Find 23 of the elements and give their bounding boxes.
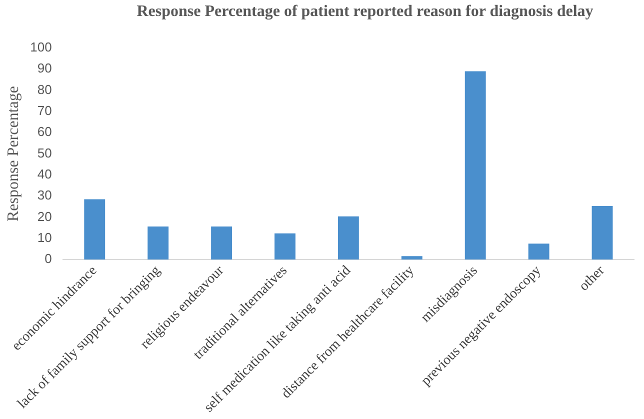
bar [148, 226, 169, 260]
y-tick-label: 100 [30, 40, 52, 55]
bar [464, 71, 486, 260]
bar [592, 206, 613, 260]
bar [338, 216, 359, 260]
y-tick-label: 40 [37, 166, 52, 182]
y-tick-label: 0 [44, 251, 52, 266]
bar [211, 226, 232, 260]
y-tick-label: 20 [37, 208, 52, 224]
y-tick-label: 30 [37, 188, 52, 203]
y-tick-label: 50 [37, 145, 52, 160]
y-tick-label: 90 [37, 60, 52, 76]
bar [84, 199, 106, 260]
y-tick-label: 80 [37, 82, 52, 97]
bar [274, 233, 296, 260]
y-axis-title: Response Percentage [4, 86, 22, 222]
y-tick-label: 70 [37, 103, 52, 118]
bar [401, 256, 422, 260]
y-tick-label: 60 [37, 124, 52, 140]
bar [528, 244, 550, 260]
chart-title: Response Percentage of patient reported reason for diagnosis delay [136, 2, 594, 21]
x-tick-label: other [576, 263, 608, 294]
y-tick-label: 10 [37, 230, 52, 245]
